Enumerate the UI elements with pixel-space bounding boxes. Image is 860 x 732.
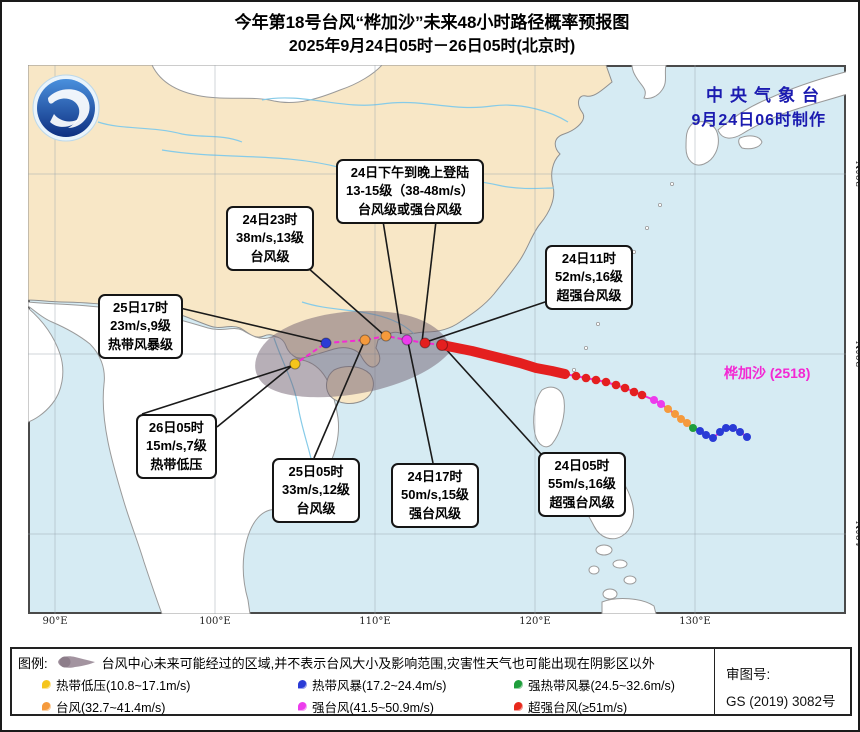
callout-pointer-lines xyxy=(141,220,549,464)
issuer-agency: 中央气象台 xyxy=(706,86,826,105)
page-title-line2: 2025年9月24日05时－26日05时(北京时) xyxy=(288,37,576,55)
lon-label-100e: 100°E xyxy=(199,616,231,627)
probability-cone xyxy=(255,310,452,398)
tropical-depression-icon xyxy=(42,680,51,689)
cma-logo-icon xyxy=(32,74,100,142)
lon-label-130e: 130°E xyxy=(679,616,711,627)
legend-cone-text: 台风中心未来可能经过的区域,并不表示台风大小及影响范围,灾害性天气也可能出现在阴… xyxy=(101,656,655,671)
page-title: 今年第18号台风“桦加沙”未来48小时路径概率预报图 2025年9月24日05时… xyxy=(2,10,858,58)
super-typhoon-icon xyxy=(514,702,523,711)
page-title-line1: 今年第18号台风“桦加沙”未来48小时路径概率预报图 xyxy=(234,13,630,32)
lat-label-20n: 20°N xyxy=(855,340,860,368)
callout-24d11h: 24日11时 52m/s,16级 超强台风级 xyxy=(545,245,633,311)
severe-typhoon-icon xyxy=(298,702,307,711)
typhoon-icon xyxy=(42,702,51,711)
callout-24d23h: 24日23时 38m/s,13级 台风级 xyxy=(226,206,314,272)
lon-label-90e: 90°E xyxy=(42,616,68,627)
legend-item-severe-tropical-storm: 强热带风暴(24.5~32.6m/s) xyxy=(514,675,675,694)
probability-cone-icon xyxy=(56,654,96,672)
callout-25d17h: 25日17时 23m/s,9级 热带风暴级 xyxy=(98,294,184,360)
observed-super-typhoon-points xyxy=(571,371,647,400)
severe-tropical-storm-icon xyxy=(514,680,523,689)
lon-label-110e: 110°E xyxy=(359,616,391,627)
korea-japan-landmass xyxy=(631,65,846,166)
legend-box: 图例: 台风中心未来可能经过的区域,并不表示台风大小及影响范围,灾害性天气也可能… xyxy=(10,647,852,716)
storm-name-label: 桦加沙 (2518) xyxy=(724,365,811,381)
lat-label-10n: 10°N xyxy=(855,520,860,548)
legend-item-typhoon: 台风(32.7~41.4m/s) xyxy=(42,697,165,716)
forecast-points xyxy=(289,330,448,370)
legend-item-severe-typhoon: 强台风(41.5~50.9m/s) xyxy=(298,697,434,716)
observed-tropical-storm-points xyxy=(696,424,751,442)
legend-item-super-typhoon: 超强台风(≥51m/s) xyxy=(514,697,627,716)
observed-typhoon-points xyxy=(664,405,691,427)
ryukyu-islands xyxy=(560,181,675,462)
map-area: 中央气象台 9月24日06时制作 xyxy=(28,65,846,614)
legend-divider xyxy=(714,649,715,714)
tropical-storm-icon xyxy=(298,680,307,689)
callout-landfall: 24日下午到晚上登陆 13-15级（38-48m/s） 台风级或强台风级 xyxy=(336,159,484,225)
callout-24d17h: 24日17时 50m/s,15级 强台风级 xyxy=(391,463,479,529)
callout-25d05h: 25日05时 33m/s,12级 台风级 xyxy=(272,458,360,524)
issuer-watermark: 中央气象台 9月24日06时制作 xyxy=(692,81,827,130)
callout-24d05h: 24日05时 55m/s,16级 超强台风级 xyxy=(538,452,626,518)
legend-item-tropical-storm: 热带风暴(17.2~24.4m/s) xyxy=(298,675,446,694)
map-approval: 审图号: GS (2019) 3082号 xyxy=(726,661,836,715)
approval-number: GS (2019) 3082号 xyxy=(726,694,836,709)
lon-label-120e: 120°E xyxy=(519,616,551,627)
legend-item-tropical-depression: 热带低压(10.8~17.1m/s) xyxy=(42,675,190,694)
legend-title: 图例: xyxy=(18,656,48,671)
observed-severe-typhoon-points xyxy=(650,396,665,408)
observed-severe-tropical-storm-point xyxy=(689,424,697,432)
issuer-time: 9月24日06时制作 xyxy=(691,112,826,129)
china-landmass xyxy=(28,65,613,368)
callout-26d05h: 26日05时 15m/s,7级 热带低压 xyxy=(136,414,217,480)
approval-label: 审图号: xyxy=(726,667,771,682)
lat-label-30n: 30°N xyxy=(855,160,860,188)
typhoon-track xyxy=(289,330,751,442)
